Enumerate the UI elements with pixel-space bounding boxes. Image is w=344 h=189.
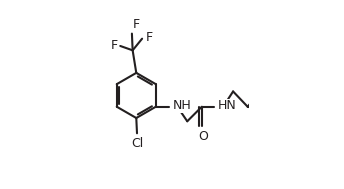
Text: Cl: Cl [131,137,143,150]
Text: F: F [110,40,118,53]
Text: F: F [133,18,140,31]
Text: O: O [198,130,208,143]
Text: NH: NH [172,99,191,112]
Text: F: F [146,31,153,44]
Text: HN: HN [218,99,237,112]
